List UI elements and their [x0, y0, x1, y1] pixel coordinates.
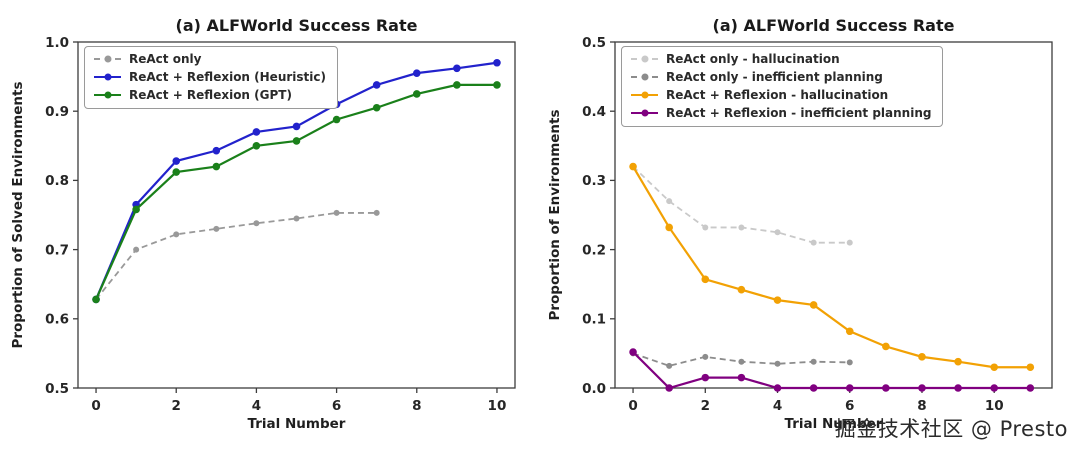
legend-item: ReAct only - hallucination: [631, 52, 931, 66]
line-marker-icon: [94, 91, 121, 99]
x-axis-label: Trial Number: [784, 416, 883, 432]
line-marker-icon: [94, 55, 121, 63]
svg-text:10: 10: [985, 398, 1004, 414]
legend-label: ReAct + Reflexion - hallucination: [666, 88, 889, 102]
alfworld-failure-classification-chart: (a) ALFWorld Success Rate Proportion of …: [537, 0, 1074, 450]
svg-text:2: 2: [172, 398, 181, 414]
svg-text:8: 8: [412, 398, 421, 414]
watermark: 掘金技术社区 @ Presto: [834, 417, 1068, 441]
line-marker-icon: [631, 73, 658, 81]
svg-text:0.5: 0.5: [45, 381, 69, 397]
svg-text:4: 4: [252, 398, 261, 414]
svg-text:0.1: 0.1: [582, 312, 606, 328]
alfworld-success-rate-chart: (a) ALFWorld Success Rate Proportion of …: [10, 16, 516, 432]
svg-text:1.0: 1.0: [45, 35, 69, 51]
legend-item: ReAct + Reflexion - inefficient planning: [631, 106, 931, 120]
legend-label: ReAct only - hallucination: [666, 52, 840, 66]
plot-area: 0 2 4 6 8 10 0.5 0.6 0.7 0.8 0.9 1.0: [45, 35, 516, 414]
svg-text:0.6: 0.6: [45, 312, 69, 328]
svg-text:0: 0: [628, 398, 637, 414]
svg-text:0.0: 0.0: [582, 381, 606, 397]
plot-area: 0 2 4 6 8 10 0.0 0.1 0.2 0.3 0.4 0.5: [582, 35, 1053, 414]
legend-label: ReAct + Reflexion (Heuristic): [129, 70, 326, 84]
svg-text:0: 0: [91, 398, 100, 414]
legend: ReAct only ReAct + Reflexion (Heuristic)…: [84, 46, 338, 109]
svg-text:0.4: 0.4: [582, 104, 606, 120]
svg-text:0.7: 0.7: [45, 242, 69, 258]
line-marker-icon: [631, 55, 658, 63]
svg-text:6: 6: [332, 398, 341, 414]
svg-text:0.3: 0.3: [582, 173, 606, 189]
svg-text:4: 4: [773, 398, 782, 414]
x-axis-label: Trial Number: [247, 416, 346, 432]
legend-item: ReAct only: [94, 52, 326, 66]
legend-label: ReAct only: [129, 52, 202, 66]
line-marker-icon: [631, 91, 658, 99]
svg-text:0.9: 0.9: [45, 104, 69, 120]
svg-text:0.5: 0.5: [582, 35, 606, 51]
line-marker-icon: [94, 73, 121, 81]
legend: ReAct only - hallucination ReAct only - …: [621, 46, 944, 127]
svg-text:6: 6: [845, 398, 854, 414]
legend-item: ReAct only - inefficient planning: [631, 70, 931, 84]
svg-text:2: 2: [701, 398, 710, 414]
legend-item: ReAct + Reflexion (GPT): [94, 88, 326, 102]
svg-text:8: 8: [917, 398, 926, 414]
chart-title: (a) ALFWorld Success Rate: [712, 16, 955, 35]
legend-item: ReAct + Reflexion - hallucination: [631, 88, 931, 102]
legend-label: ReAct only - inefficient planning: [666, 70, 883, 84]
chart-title: (a) ALFWorld Success Rate: [175, 16, 418, 35]
svg-text:0.2: 0.2: [582, 242, 606, 258]
legend-label: ReAct + Reflexion - inefficient planning: [666, 106, 932, 120]
svg-text:0.8: 0.8: [45, 173, 69, 189]
line-marker-icon: [631, 109, 658, 117]
legend-label: ReAct + Reflexion (GPT): [129, 88, 292, 102]
svg-text:10: 10: [488, 398, 507, 414]
legend-item: ReAct + Reflexion (Heuristic): [94, 70, 326, 84]
